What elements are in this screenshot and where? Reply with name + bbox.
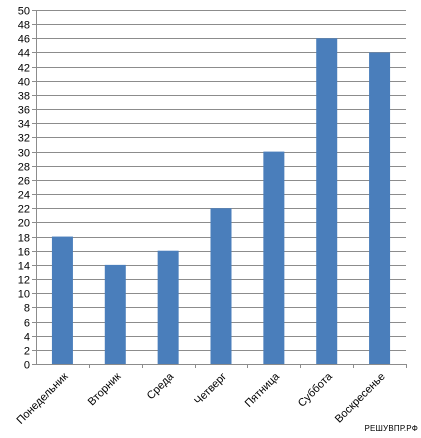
- y-tick-label-30: 30: [18, 148, 30, 160]
- bar-6: [316, 38, 338, 364]
- y-tick-label-38: 38: [18, 91, 30, 103]
- x-axis-category-labels: Понедельник Вторник Среда Четверг Пятница Суб…: [14, 370, 387, 427]
- watermark: РЕШУВПР.РФ: [364, 424, 418, 433]
- bar-4: [210, 208, 232, 364]
- y-tick-label-34: 34: [18, 119, 30, 131]
- y-tick-label-20: 20: [18, 218, 30, 230]
- bar-5: [263, 151, 285, 364]
- y-tick-label-6: 6: [24, 318, 30, 330]
- y-tick-label-2: 2: [24, 346, 30, 358]
- x-category-label-1: Понедельник: [14, 371, 70, 427]
- y-tick-label-42: 42: [18, 63, 30, 75]
- x-category-label-4: Четверг: [192, 371, 229, 408]
- bars: [51, 38, 391, 364]
- y-tick-label-10: 10: [18, 289, 30, 301]
- y-tick-label-28: 28: [18, 162, 30, 174]
- y-tick-label-48: 48: [18, 20, 30, 32]
- x-category-label-5: Пятница: [243, 370, 283, 410]
- y-tick-label-14: 14: [18, 261, 30, 273]
- bar-3: [157, 250, 179, 364]
- y-tick-label-0: 0: [24, 360, 30, 372]
- bar-2: [104, 264, 126, 364]
- y-tick-label-40: 40: [18, 77, 30, 89]
- y-tick-label-50: 50: [18, 6, 30, 18]
- x-category-label-6: Суббота: [296, 370, 336, 410]
- y-tick-label-12: 12: [18, 275, 30, 287]
- x-category-label-3: Среда: [145, 370, 177, 402]
- y-axis-tick-labels: 0246810121416182022242628303234363840424…: [18, 6, 30, 372]
- bar-1: [51, 236, 73, 364]
- y-tick-label-18: 18: [18, 233, 30, 245]
- y-tick-label-22: 22: [18, 204, 30, 216]
- y-tick-label-44: 44: [18, 48, 30, 60]
- x-category-label-7: Воскресенье: [333, 371, 388, 426]
- x-category-label-2: Вторник: [86, 371, 124, 409]
- bar-7: [369, 52, 391, 364]
- y-tick-label-24: 24: [18, 190, 30, 202]
- y-tick-label-16: 16: [18, 247, 30, 259]
- y-tick-label-46: 46: [18, 34, 30, 46]
- y-tick-label-36: 36: [18, 105, 30, 117]
- y-tick-label-32: 32: [18, 133, 30, 145]
- y-tick-label-26: 26: [18, 176, 30, 188]
- y-tick-label-4: 4: [24, 332, 30, 344]
- y-tick-label-8: 8: [24, 303, 30, 315]
